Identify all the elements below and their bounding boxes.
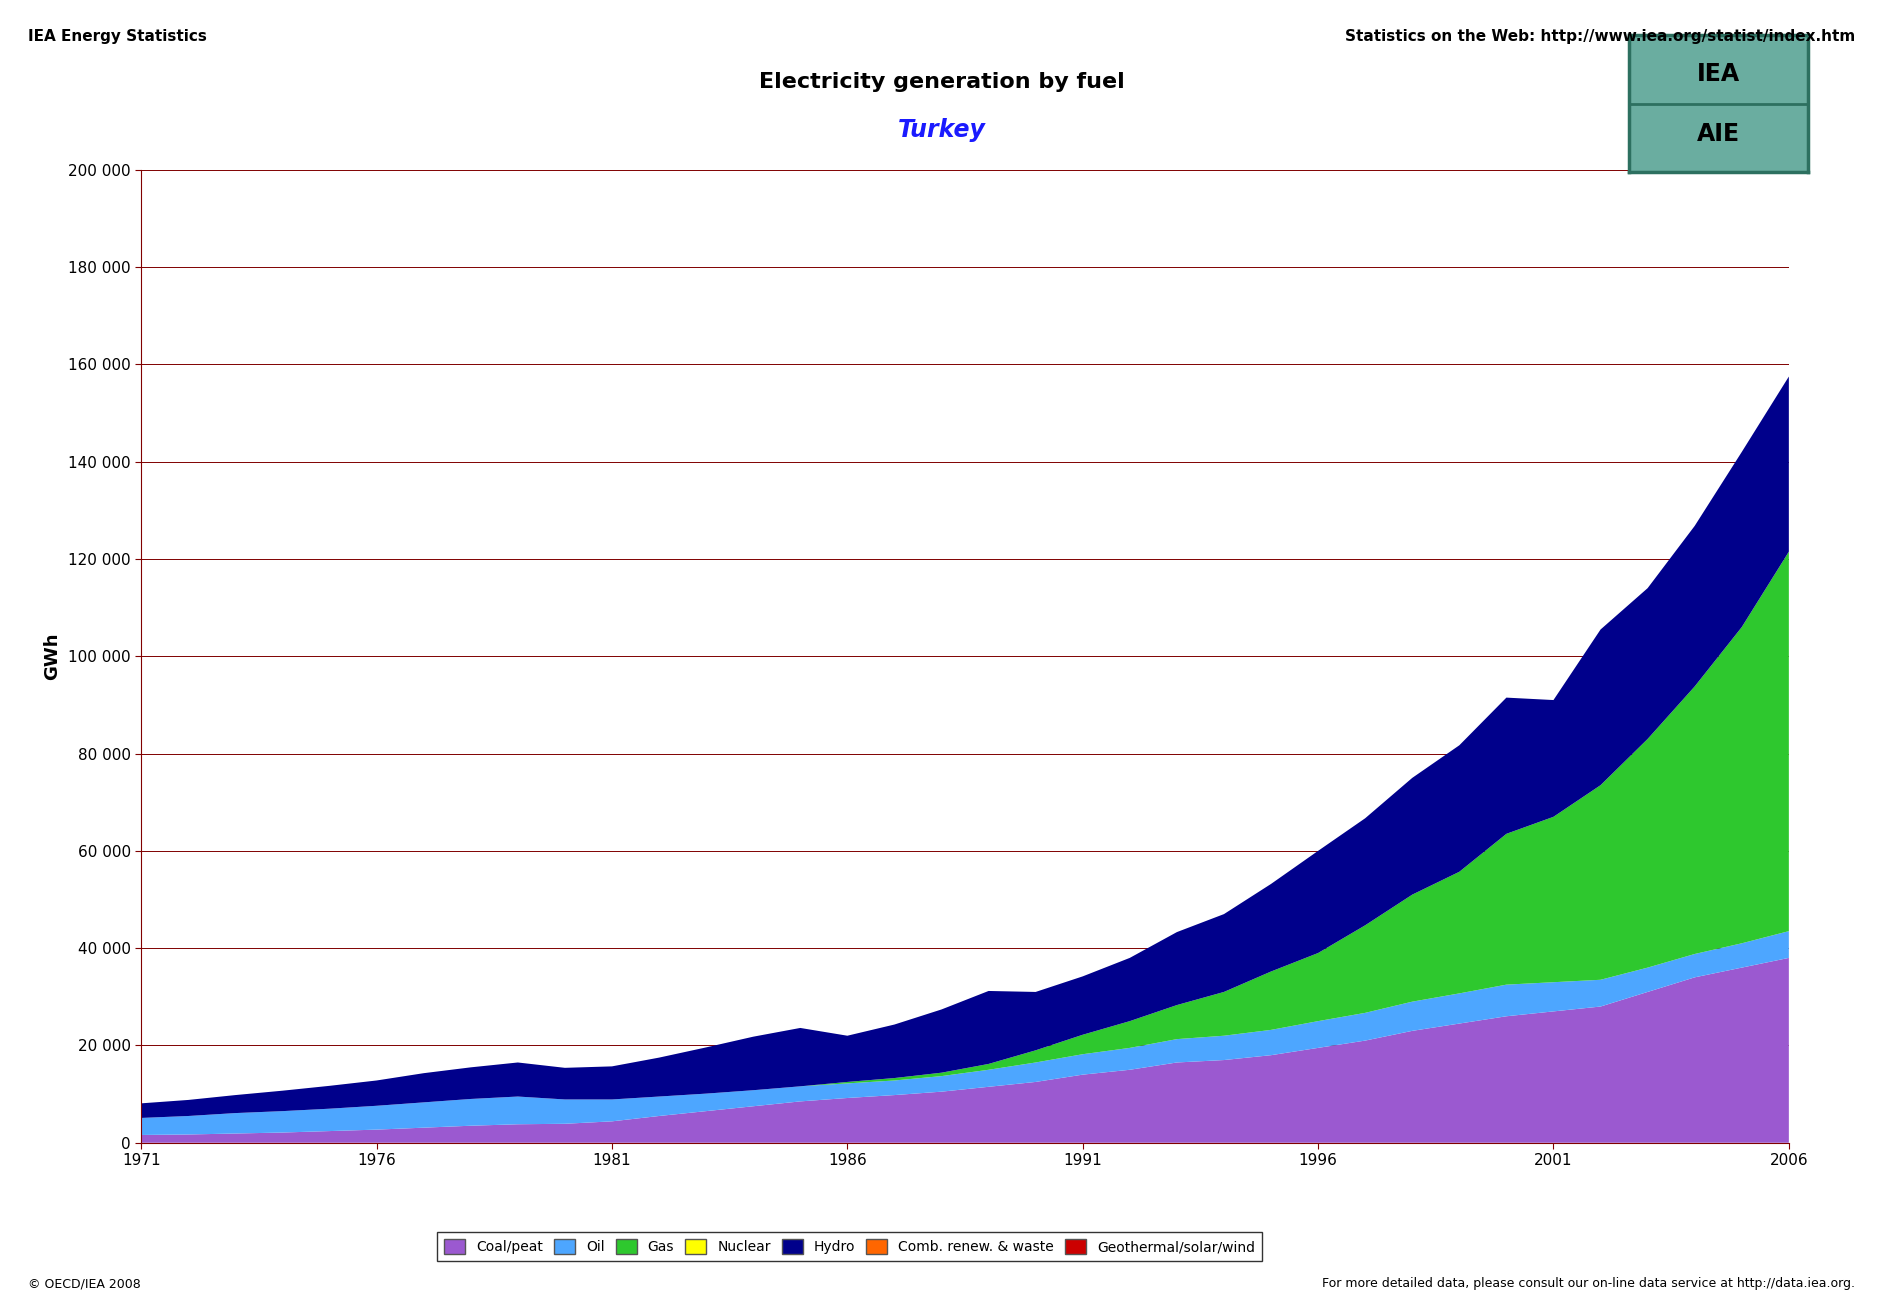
Text: For more detailed data, please consult our on-line data service at http://data.i: For more detailed data, please consult o… bbox=[1321, 1277, 1854, 1290]
Legend: Coal/peat, Oil, Gas, Nuclear, Hydro, Comb. renew. & waste, Geothermal/solar/wind: Coal/peat, Oil, Gas, Nuclear, Hydro, Com… bbox=[437, 1233, 1261, 1262]
Text: © OECD/IEA 2008: © OECD/IEA 2008 bbox=[28, 1277, 141, 1290]
Text: IEA Energy Statistics: IEA Energy Statistics bbox=[28, 29, 207, 43]
Y-axis label: GWh: GWh bbox=[43, 632, 60, 680]
Text: Statistics on the Web: http://www.iea.org/statist/index.htm: Statistics on the Web: http://www.iea.or… bbox=[1344, 29, 1854, 43]
Text: IEA: IEA bbox=[1696, 61, 1739, 86]
Text: AIE: AIE bbox=[1696, 121, 1739, 146]
Text: Electricity generation by fuel: Electricity generation by fuel bbox=[758, 72, 1124, 91]
Text: Turkey: Turkey bbox=[898, 118, 984, 141]
